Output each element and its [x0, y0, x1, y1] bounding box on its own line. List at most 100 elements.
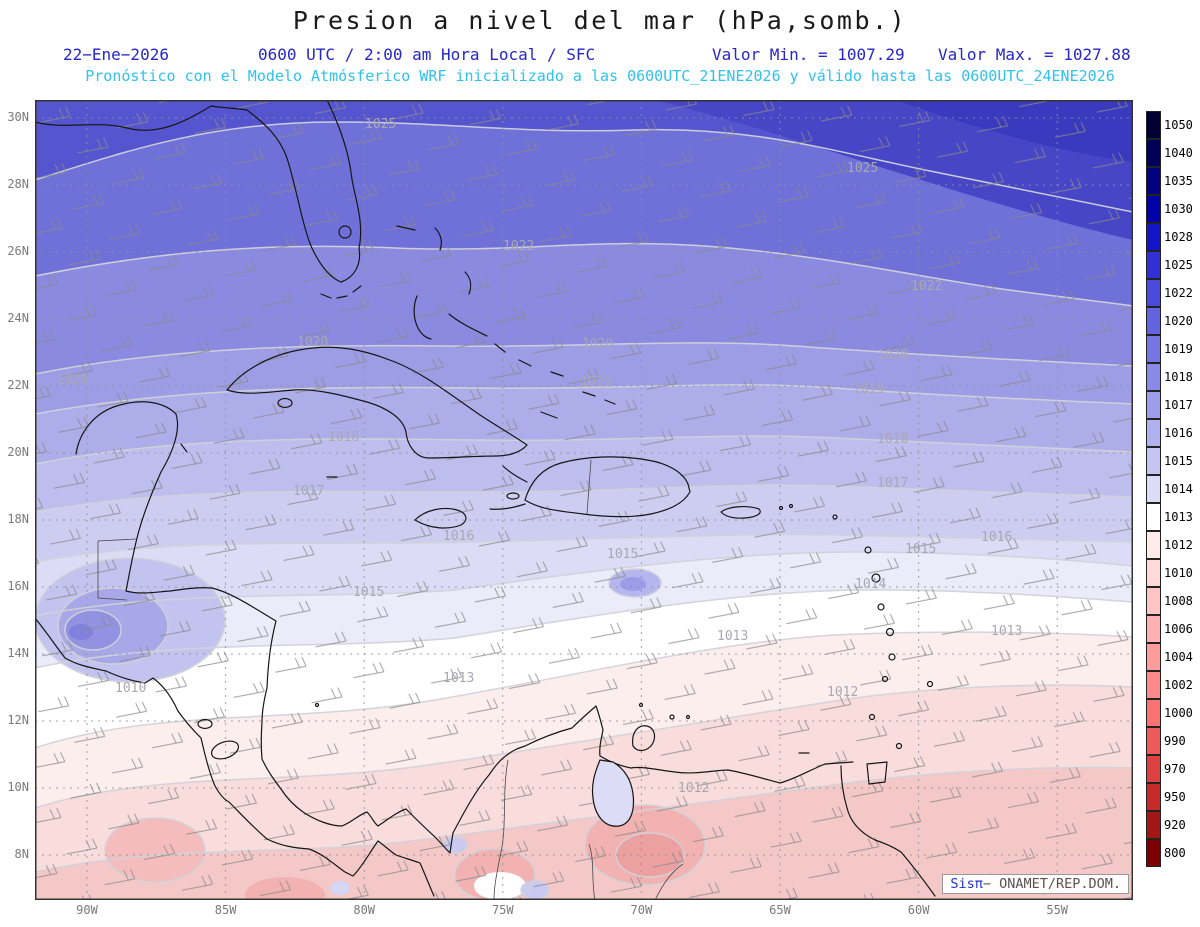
colorbar-value: 1040 [1164, 146, 1193, 160]
watermark-text: − ONAMET/REP.DOM. [982, 876, 1121, 892]
colorbar-value: 1028 [1164, 230, 1193, 244]
colorbar-cell: 1020 [1146, 306, 1193, 335]
paraguana [632, 725, 656, 752]
florida-coast [246, 100, 362, 283]
colorbar-swatch [1146, 754, 1161, 783]
colorbar-cell: 1014 [1146, 474, 1193, 503]
lat-tick-label: 8N [14, 847, 29, 861]
colorbar-cell: 1010 [1146, 558, 1193, 587]
colorbar-swatch [1146, 782, 1161, 811]
lat-axis: 30N 28N 26N 24N 22N 20N 18N 16N 14N 12N 10N 8N [0, 100, 32, 900]
colorbar-cell: 1002 [1146, 670, 1193, 699]
colorbar-cell: 1050 [1146, 110, 1193, 139]
colorbar-value: 1035 [1164, 174, 1193, 188]
colorbar-swatch [1146, 306, 1161, 335]
lat-tick-label: 22N [7, 378, 29, 392]
bahamas [396, 225, 616, 419]
contour-label: 1019 [580, 375, 611, 390]
colorbar-value: 950 [1164, 790, 1186, 804]
colorbar-value: 920 [1164, 818, 1186, 832]
contour-label: 1012 [827, 685, 858, 700]
colorbar-value: 1017 [1164, 398, 1193, 412]
contour-label: 1010 [115, 681, 146, 696]
colorbar-cell: 1035 [1146, 166, 1193, 195]
colorbar-value: 990 [1164, 734, 1186, 748]
orinoco-delta-coast [840, 765, 936, 897]
colorbar-swatch [1146, 530, 1161, 559]
colorbar-value: 800 [1164, 846, 1186, 860]
contour-label: 1020 [582, 337, 613, 352]
florida-keys [320, 285, 362, 299]
contour-label: 1014 [855, 577, 886, 592]
contour-label: 1019 [853, 382, 884, 397]
colorbar-swatch [1146, 698, 1161, 727]
isla-juventud [277, 397, 293, 409]
colorbar-value: 1016 [1164, 426, 1193, 440]
lon-tick-label: 80W [353, 903, 376, 917]
watermark: Sisπ− ONAMET/REP.DOM. [942, 874, 1129, 894]
lat-tick-label: 24N [7, 311, 29, 325]
colorbar-value: 1013 [1164, 510, 1193, 524]
lake-managua [197, 718, 213, 730]
lake-maracaibo [591, 759, 635, 827]
colorbar-swatch [1146, 614, 1161, 643]
contour-label: 1013 [717, 629, 748, 644]
contour-label: 1022 [911, 279, 942, 294]
colorbar: 1050 1040 1035 1030 1028 1025 1022 1020 1019 1018… [1146, 110, 1193, 867]
lon-tick-label: 70W [630, 903, 653, 917]
map-area: 1025 1025 1022 1022 1020 1020 1020 1020 1019 1019… [35, 100, 1133, 900]
colorbar-swatch [1146, 502, 1161, 531]
lat-tick-label: 20N [7, 445, 29, 459]
colorbar-value: 1012 [1164, 538, 1193, 552]
lon-tick-label: 60W [907, 903, 930, 917]
central-america-caribbean-coast [75, 401, 854, 854]
lon-axis: 90W 85W 80W 75W 70W 65W 60W 55W [35, 903, 1133, 921]
lon-tick-label: 55W [1046, 903, 1069, 917]
colorbar-cell: 1030 [1146, 194, 1193, 223]
colorbar-swatch [1146, 138, 1161, 167]
jamaica-coast [414, 507, 467, 529]
contour-label: 1025 [365, 117, 396, 132]
haiti-nw-peninsula [502, 465, 528, 483]
colorbar-swatch [1146, 446, 1161, 475]
colorbar-cell: 1018 [1146, 362, 1193, 391]
colorbar-swatch [1146, 334, 1161, 363]
contour-label: 1020 [297, 335, 328, 350]
contour-label: 1013 [443, 671, 474, 686]
coastlines [35, 100, 936, 897]
colorbar-swatch [1146, 642, 1161, 671]
lat-tick-label: 30N [7, 110, 29, 124]
colorbar-cell: 1008 [1146, 586, 1193, 615]
contour-label: 1022 [503, 239, 534, 254]
forecast-date: 22−Ene−2026 [63, 45, 169, 64]
colorbar-value: 1018 [1164, 370, 1193, 384]
colorbar-cell: 1013 [1146, 502, 1193, 531]
lon-tick-label: 90W [76, 903, 98, 917]
lon-tick-label: 75W [491, 903, 514, 917]
colorbar-value: 1002 [1164, 678, 1193, 692]
colorbar-rows: 1050 1040 1035 1030 1028 1025 1022 1020 1019 1018… [1146, 110, 1193, 867]
colorbar-value: 1022 [1164, 286, 1193, 300]
lesser-antilles [180, 443, 934, 754]
contour-label: 1012 [678, 781, 709, 796]
colorbar-swatch [1146, 278, 1161, 307]
colorbar-cell: 1015 [1146, 446, 1193, 475]
tiburon-peninsula [489, 503, 526, 510]
colorbar-cell: 1017 [1146, 390, 1193, 419]
contour-label: 1018 [877, 432, 908, 447]
colorbar-value: 1015 [1164, 454, 1193, 468]
colorbar-value: 1004 [1164, 650, 1193, 664]
colorbar-swatch [1146, 250, 1161, 279]
wind-barbs-layer [35, 100, 1133, 900]
colorbar-cell: 1006 [1146, 614, 1193, 643]
colorbar-swatch [1146, 586, 1161, 615]
contour-label: 1015 [905, 542, 936, 557]
colorbar-swatch [1146, 558, 1161, 587]
value-max-label: Valor Max. = 1027.88 [938, 45, 1131, 64]
lon-tick-label: 85W [214, 903, 237, 917]
colorbar-cell: 1028 [1146, 222, 1193, 251]
colorbar-value: 1025 [1164, 258, 1193, 272]
map-svg: 1025 1025 1022 1022 1020 1020 1020 1020 1019 1019… [35, 100, 1133, 900]
model-info-line: Pronóstico con el Modelo Atmósferico WRF… [85, 67, 1115, 85]
